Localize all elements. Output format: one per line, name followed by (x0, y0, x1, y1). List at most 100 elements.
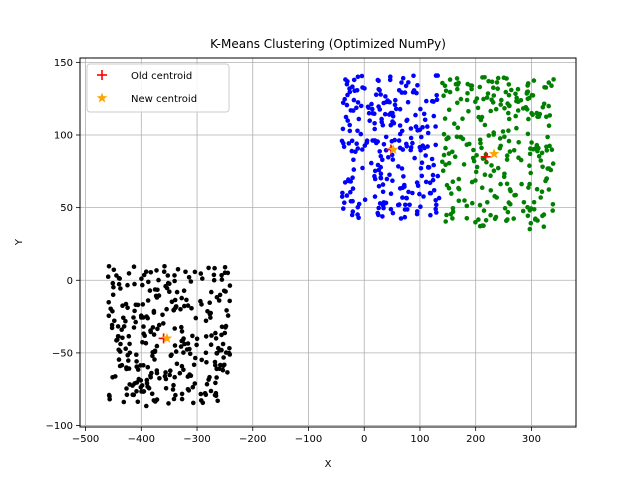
data-point (402, 90, 408, 95)
data-point (125, 305, 130, 311)
data-point (219, 324, 225, 330)
data-point (346, 177, 351, 182)
data-point (474, 96, 480, 101)
data-point (348, 189, 353, 195)
data-point (440, 168, 446, 173)
data-point (524, 91, 530, 96)
data-point (433, 124, 438, 129)
data-point (130, 383, 135, 388)
data-point (376, 212, 381, 218)
data-point (340, 190, 345, 196)
data-point (116, 357, 122, 362)
data-point (425, 130, 431, 136)
data-point (214, 295, 220, 300)
data-point (405, 207, 410, 212)
data-point (489, 163, 494, 168)
data-point (434, 210, 439, 215)
data-point (502, 171, 507, 177)
data-point (345, 92, 350, 98)
data-point (377, 88, 382, 93)
data-point (498, 102, 504, 107)
data-point (449, 191, 454, 196)
data-point (391, 120, 397, 126)
data-point (502, 206, 508, 211)
x-tick-label: −100 (295, 434, 322, 445)
data-point (403, 202, 408, 208)
data-point (490, 100, 496, 105)
data-point (350, 198, 355, 204)
data-point (415, 128, 420, 133)
data-point (165, 273, 171, 278)
new-centroid-marker (161, 332, 173, 343)
data-point (435, 173, 441, 179)
data-point (172, 343, 178, 348)
data-point (360, 147, 365, 152)
data-point (118, 341, 123, 347)
new-centroid-marker (488, 148, 500, 159)
data-point (119, 327, 124, 333)
data-point (387, 112, 392, 117)
data-point (222, 362, 227, 368)
data-point (430, 172, 436, 178)
data-point (186, 388, 192, 393)
data-point (109, 325, 115, 331)
data-point (219, 277, 225, 282)
data-point (135, 399, 141, 405)
data-point (388, 74, 393, 79)
data-point (212, 359, 218, 365)
data-point (549, 83, 554, 88)
data-point (185, 341, 191, 346)
data-point (167, 289, 172, 295)
data-point (376, 104, 381, 109)
data-point (146, 279, 151, 285)
data-point (390, 157, 396, 162)
data-point (527, 163, 532, 168)
data-point (537, 111, 543, 117)
data-point (527, 181, 532, 187)
data-point (532, 217, 538, 222)
legend-new-centroid-marker (96, 92, 108, 103)
data-point (126, 271, 132, 276)
data-point (393, 106, 399, 112)
data-point (369, 101, 374, 107)
data-point (514, 125, 519, 131)
data-point (215, 398, 220, 404)
data-point (140, 302, 146, 307)
data-point (501, 75, 507, 80)
data-point (339, 194, 345, 199)
data-point (133, 302, 139, 308)
data-point (380, 214, 385, 219)
data-point (527, 226, 533, 232)
data-point (443, 88, 449, 94)
data-point (450, 179, 456, 184)
data-point (399, 80, 404, 85)
data-point (397, 131, 403, 137)
data-point (442, 83, 448, 89)
data-point (378, 153, 384, 159)
data-point (506, 128, 511, 133)
data-point (203, 350, 209, 356)
data-point (131, 315, 136, 320)
data-point (551, 77, 556, 82)
data-point (202, 391, 208, 396)
data-point (164, 306, 169, 312)
data-point (173, 349, 179, 354)
data-point (209, 333, 214, 338)
data-point (386, 155, 391, 160)
data-point (484, 95, 490, 100)
data-point (482, 75, 487, 80)
data-point (222, 270, 228, 276)
data-point (183, 269, 188, 275)
data-point (341, 141, 346, 146)
data-point (355, 146, 361, 151)
data-point (495, 86, 501, 91)
data-point (442, 116, 448, 121)
data-point (177, 370, 183, 376)
data-point (400, 195, 405, 200)
data-point (511, 216, 516, 221)
data-point (190, 384, 196, 390)
data-point (399, 90, 405, 95)
data-point (504, 153, 510, 158)
data-point (427, 190, 433, 196)
data-point (148, 270, 154, 275)
